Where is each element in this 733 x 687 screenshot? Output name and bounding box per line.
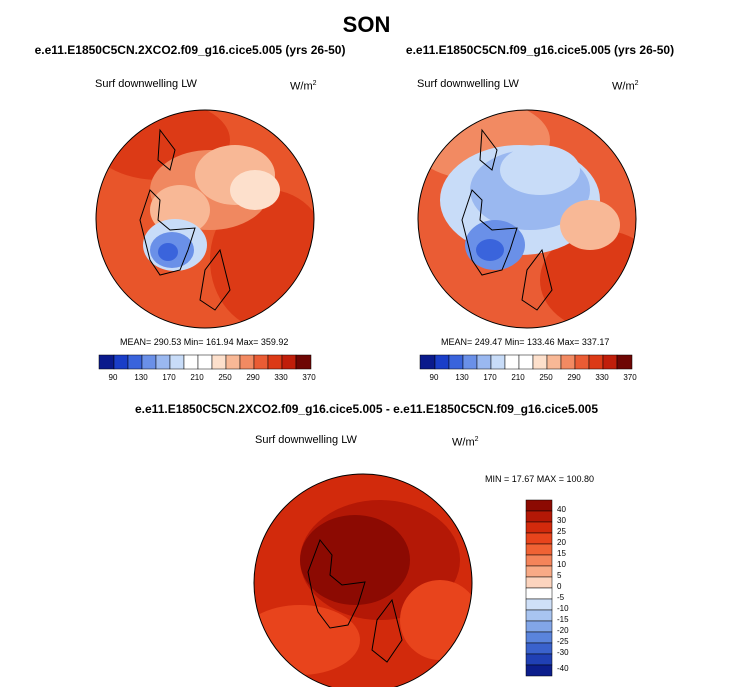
panel2-units-label: W/m2 [612,80,639,93]
panel1-tick: 330 [274,373,288,382]
panel2-tick: 250 [539,373,553,382]
panel2-tick: 130 [455,373,469,382]
panel3-variable-label: Surf downwelling LW [255,434,357,446]
panel2-tick: 330 [595,373,609,382]
diff-tick: -40 [557,664,569,673]
diff-tick: 20 [557,538,566,547]
panel1-units-label: W/m2 [290,80,317,93]
diff-tick: -15 [557,615,569,624]
panel2-tick: 370 [623,373,637,382]
panel2-stats: MEAN= 249.47 Min= 133.46 Max= 337.17 [441,337,610,347]
panel2-title: e.e11.E1850C5CN.f09_g16.cice5.005 (yrs 2… [405,43,675,57]
panel2-tick: 170 [483,373,497,382]
diff-tick: -10 [557,604,569,613]
panel3-units-label: W/m2 [452,436,479,449]
panel1-tick: 370 [302,373,316,382]
panel1-tick: 290 [246,373,260,382]
diff-tick: 0 [557,582,562,591]
panel2-variable-label: Surf downwelling LW [417,78,519,90]
panel2-tick: 210 [511,373,525,382]
panel1-tick: 170 [162,373,176,382]
diff-tick: 15 [557,549,566,558]
diff-colorbar [525,499,553,677]
panel2-tick: 90 [429,373,439,382]
panel1-tick: 210 [190,373,204,382]
diff-tick: -25 [557,637,569,646]
diff-tick: -20 [557,626,569,635]
diff-tick: 10 [557,560,566,569]
diff-tick: 25 [557,527,566,536]
diff-tick: 5 [557,571,562,580]
figure-title: SON [342,12,391,37]
panel3-title: e.e11.E1850C5CN.2XCO2.f09_g16.cice5.005 … [135,402,598,416]
panel1-tick: 250 [218,373,232,382]
panel1-variable-label: Surf downwelling LW [95,78,197,90]
diff-tick: 30 [557,516,566,525]
diff-tick: 40 [557,505,566,514]
panel1-colorbar [98,354,312,370]
panel1-stats: MEAN= 290.53 Min= 161.94 Max= 359.92 [120,337,289,347]
panel1-title: e.e11.E1850C5CN.2XCO2.f09_g16.cice5.005 … [34,43,346,57]
diff-tick: -5 [557,593,565,602]
panel2-tick: 290 [567,373,581,382]
panel2-colorbar [419,354,633,370]
panel1-tick: 90 [108,373,118,382]
diff-tick: -30 [557,648,569,657]
panel1-tick: 130 [134,373,148,382]
panel3-stats: MIN = 17.67 MAX = 100.80 [485,474,595,484]
